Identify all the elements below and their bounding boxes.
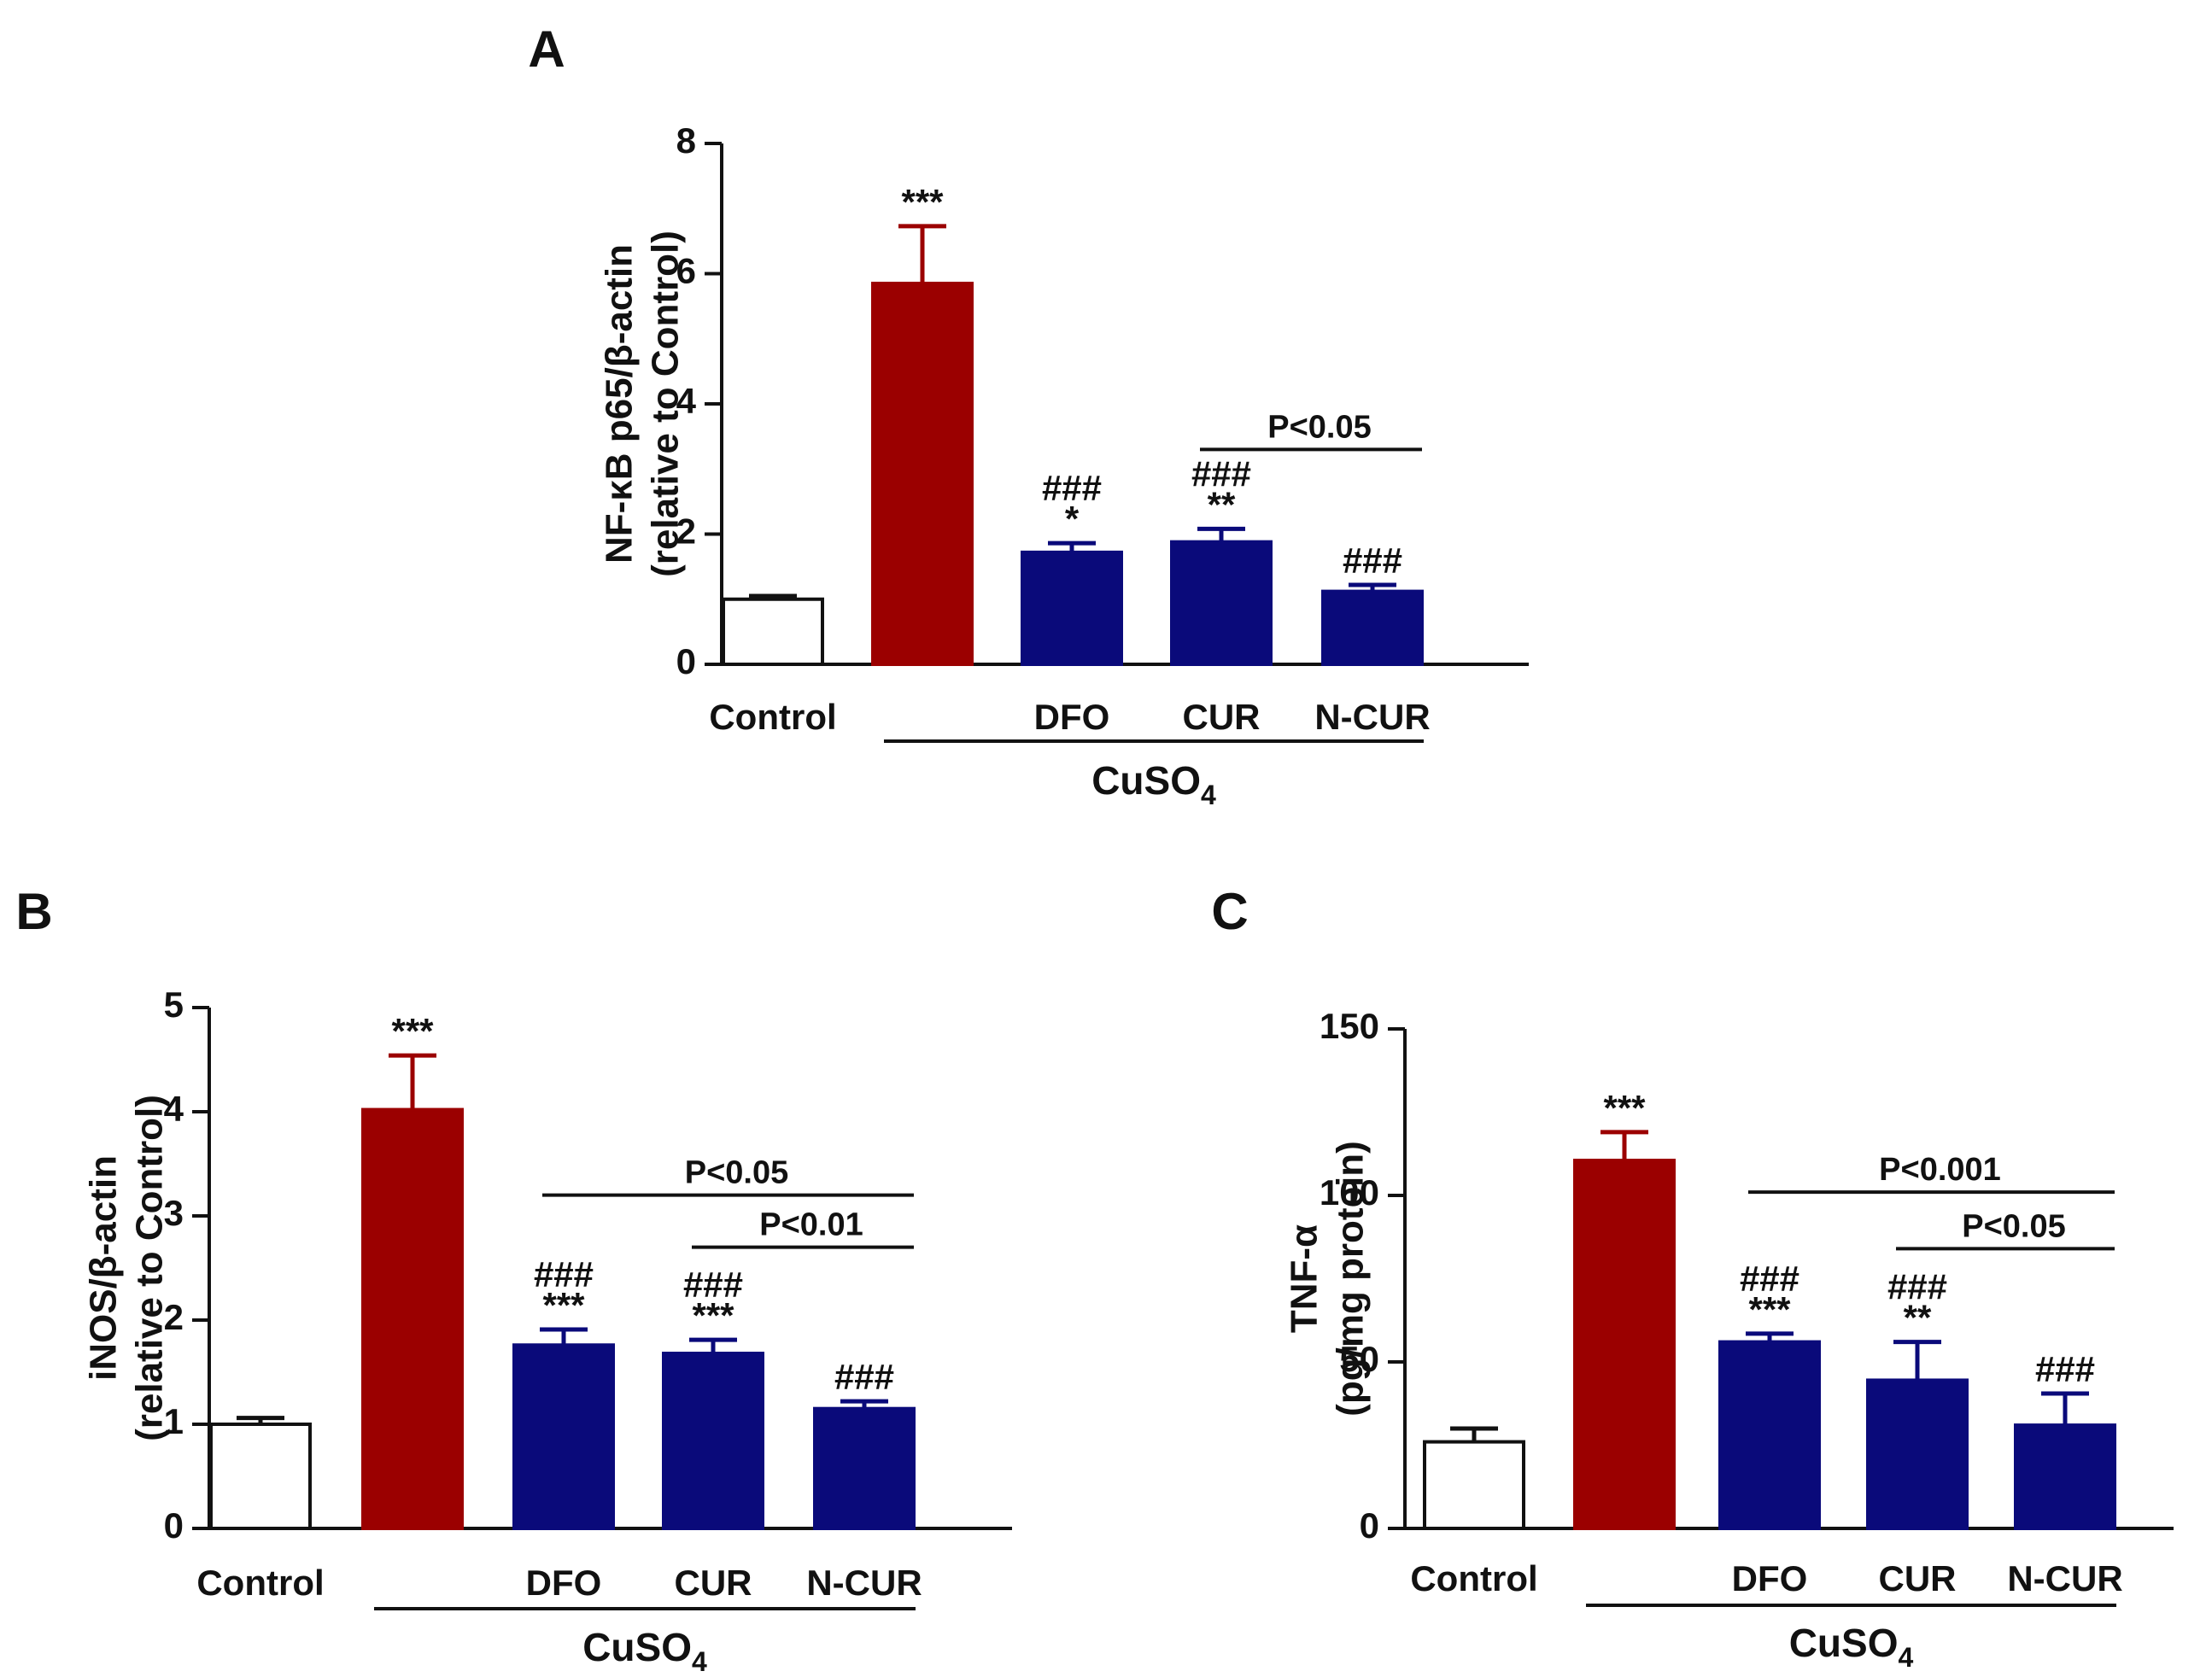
panel-b-letter: B [15, 883, 52, 940]
panel-c-y-axis-sublabel: (pg/mg protein) [1330, 1141, 1372, 1417]
category-label: N-CUR [1314, 697, 1430, 737]
treatment-group-subscript: 4 [1898, 1642, 1913, 1673]
significance-marker: *** [1603, 1088, 1646, 1128]
significance-marker: ### [834, 1357, 894, 1397]
bar-cur [1170, 540, 1273, 667]
y-tick-label: 8 [676, 120, 696, 161]
significance-marker: *** [1748, 1289, 1791, 1329]
p-value-label: P<0.001 [1879, 1152, 2001, 1188]
category-label: CUR [675, 1563, 752, 1603]
panel-a-chart: A NF-κB p65/β-actin (relative to Control) 0… [528, 20, 1529, 810]
panel-c-letter: C [1211, 883, 1248, 940]
y-tick-label: 1 [164, 1401, 184, 1441]
treatment-group-subscript: 4 [1201, 780, 1216, 810]
significance-marker: ### [1887, 1267, 1947, 1307]
treatment-group-label: CuSO4 [1091, 758, 1216, 810]
significance-marker: ### [683, 1265, 743, 1305]
treatment-group-subscript: 4 [692, 1646, 707, 1677]
error-bar [237, 1416, 284, 1424]
significance-marker: ** [1208, 484, 1236, 524]
significance-marker: ### [1042, 468, 1102, 508]
error-bar [1349, 582, 1396, 592]
significance-marker: *** [901, 182, 944, 222]
bar-n-cur [2014, 1423, 2116, 1530]
y-tick-label: 100 [1320, 1172, 1379, 1212]
bar-control [209, 1423, 312, 1530]
significance-marker: *** [692, 1295, 734, 1335]
bar-cuso4 [361, 1107, 464, 1531]
significance-marker: ### [1191, 453, 1251, 494]
significance-marker: ### [534, 1254, 594, 1294]
y-tick-label: 0 [164, 1505, 184, 1546]
significance-marker: ### [2035, 1349, 2095, 1389]
error-bar [749, 593, 797, 599]
error-bar [1893, 1340, 1941, 1381]
bar-dfo [1021, 550, 1123, 666]
category-label: DFO [1732, 1558, 1808, 1598]
p-value-label: P<0.05 [1267, 409, 1372, 445]
category-label: N-CUR [806, 1563, 922, 1603]
error-bar [689, 1337, 737, 1354]
category-label: CUR [1879, 1558, 1957, 1598]
y-tick-label: 3 [164, 1193, 184, 1233]
significance-marker: * [1065, 499, 1080, 539]
treatment-group-label: CuSO4 [1789, 1621, 1914, 1673]
y-tick-label: 0 [676, 641, 696, 681]
significance-marker: ### [1740, 1259, 1799, 1299]
error-bar [1450, 1426, 1498, 1442]
bar-cur [662, 1352, 764, 1531]
category-label: N-CUR [2007, 1558, 2122, 1598]
y-tick-label: 6 [676, 251, 696, 291]
y-tick-label: 5 [164, 985, 184, 1025]
error-bar [840, 1399, 888, 1409]
bar-control [722, 597, 824, 666]
error-bar [898, 224, 946, 283]
panel-b-y-axis-sublabel: (relative to Control) [129, 1095, 171, 1441]
bar-n-cur [813, 1406, 916, 1530]
bar-cuso4 [871, 281, 974, 666]
significance-marker: *** [542, 1285, 585, 1325]
panel-b-y-axis-label: iNOS/β-actin [83, 1155, 125, 1381]
error-bar [389, 1053, 436, 1110]
bar-n-cur [1321, 589, 1424, 666]
error-bar [1197, 526, 1245, 542]
y-tick-label: 50 [1339, 1339, 1379, 1379]
error-bar [540, 1327, 588, 1346]
category-label: CUR [1183, 697, 1261, 737]
category-label: Control [196, 1563, 324, 1603]
p-value-label: P<0.05 [1962, 1208, 2066, 1244]
bar-cuso4 [1573, 1159, 1676, 1531]
p-value-label: P<0.01 [759, 1207, 863, 1243]
significance-marker: *** [391, 1011, 434, 1051]
significance-marker: ** [1904, 1298, 1932, 1338]
y-tick-label: 4 [164, 1089, 184, 1129]
y-tick-label: 4 [676, 381, 697, 421]
error-bar [2041, 1391, 2089, 1426]
significance-marker: ### [1343, 540, 1402, 581]
category-label: DFO [1034, 697, 1110, 737]
bar-cur [1866, 1378, 1969, 1530]
error-bar [1048, 540, 1096, 552]
bar-dfo [512, 1343, 615, 1531]
error-bar [1600, 1130, 1648, 1161]
p-value-label: P<0.05 [685, 1155, 789, 1191]
y-tick-label: 2 [164, 1297, 184, 1337]
category-label: Control [1410, 1558, 1537, 1598]
y-tick-label: 2 [676, 511, 696, 552]
bar-dfo [1718, 1340, 1821, 1530]
panel-c-chart: C TNF-α (pg/mg protein) 0 50 100 150 Control DFO… [1211, 883, 2174, 1673]
error-bar [1746, 1331, 1794, 1342]
panel-a-y-axis-sublabel: (relative to Control) [645, 231, 687, 577]
y-tick-label: 0 [1360, 1505, 1379, 1546]
category-label: DFO [526, 1563, 602, 1603]
treatment-group-label: CuSO4 [582, 1625, 707, 1677]
panel-a-letter: A [528, 20, 565, 78]
panel-a-y-axis-label: NF-κB p65/β-actin [599, 244, 641, 564]
y-tick-label: 150 [1320, 1006, 1379, 1046]
category-label: Control [709, 697, 836, 737]
panel-c-y-axis-label: TNF-α [1284, 1224, 1325, 1333]
bar-control [1423, 1440, 1525, 1530]
